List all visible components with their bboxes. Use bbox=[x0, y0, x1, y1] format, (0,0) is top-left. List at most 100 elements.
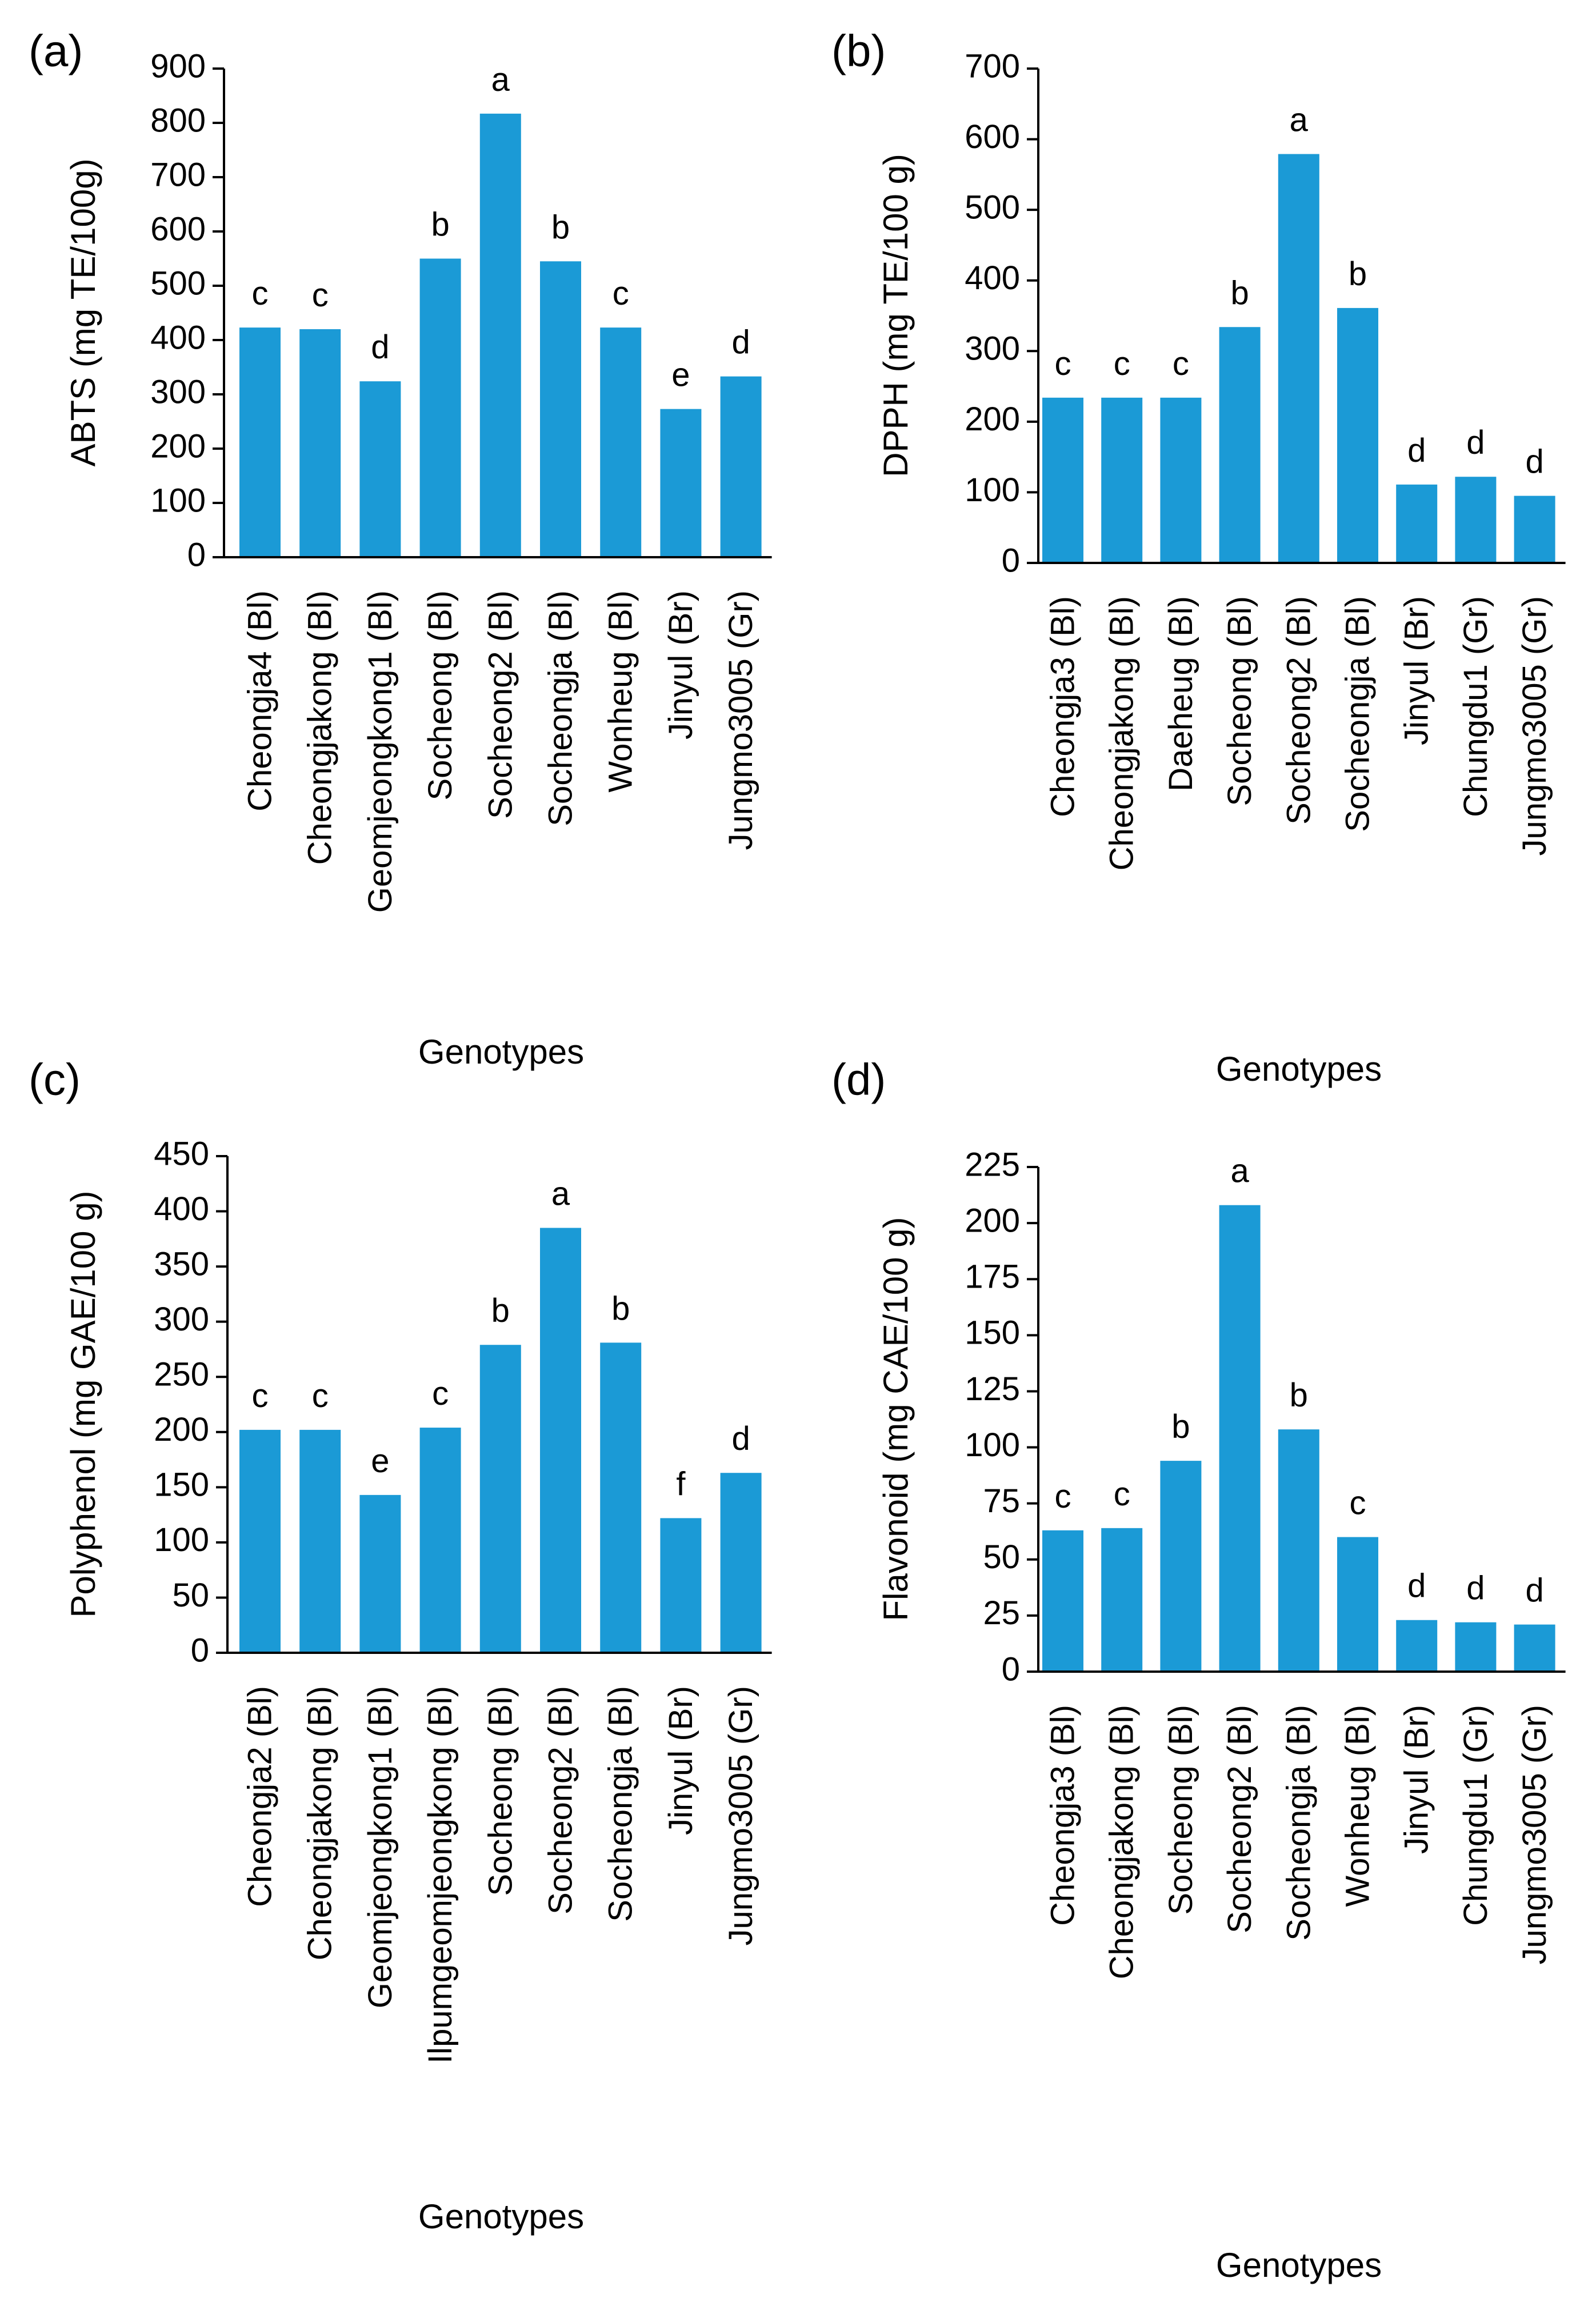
significance-letter: a bbox=[1230, 1153, 1249, 1190]
category-label: Geomjeongkong1 (Bl) bbox=[362, 1686, 399, 2008]
y-tick-label: 250 bbox=[154, 1356, 209, 1393]
bar bbox=[1337, 307, 1378, 563]
significance-letter: b bbox=[491, 1292, 510, 1329]
category-label: Socheong2 (Bl) bbox=[542, 1686, 579, 1915]
significance-letter: b bbox=[551, 209, 570, 246]
significance-letter: b bbox=[1349, 255, 1367, 293]
significance-letter: c bbox=[432, 1375, 449, 1412]
x-axis-title: Genotypes bbox=[418, 1033, 584, 1071]
bar bbox=[540, 261, 581, 557]
significance-letter: d bbox=[1407, 1568, 1426, 1605]
significance-letter: c bbox=[1114, 1476, 1130, 1513]
y-tick-label: 450 bbox=[154, 1135, 209, 1172]
bar bbox=[1219, 327, 1261, 563]
bar bbox=[1101, 1528, 1143, 1672]
category-label: Jungmo3005 (Gr) bbox=[722, 1686, 759, 1946]
category-label: Socheong2 (Bl) bbox=[482, 590, 519, 819]
bar bbox=[419, 258, 461, 557]
category-label: Jungmo3005 (Gr) bbox=[1516, 596, 1553, 856]
bar bbox=[1455, 1622, 1497, 1672]
category-label: Socheongja (Bl) bbox=[602, 1686, 639, 1922]
y-tick-label: 400 bbox=[150, 319, 206, 356]
significance-letter: c bbox=[1114, 345, 1130, 382]
bar bbox=[479, 1345, 521, 1653]
significance-letter: c bbox=[312, 277, 329, 314]
y-tick-label: 100 bbox=[965, 1426, 1020, 1464]
y-tick-label: 800 bbox=[150, 102, 206, 139]
bar bbox=[720, 1473, 762, 1653]
significance-letter: f bbox=[676, 1465, 686, 1502]
chart-panel-3: (d) 0 25 50 75 100 125 150 175 200 225 c Cheongja3 (… bbox=[831, 1054, 1566, 2284]
category-label: Jungmo3005 (Gr) bbox=[722, 590, 759, 850]
y-tick-label: 225 bbox=[965, 1146, 1020, 1183]
bar bbox=[1396, 1620, 1438, 1672]
significance-letter: b bbox=[1230, 274, 1249, 311]
category-label: Socheongja (Bl) bbox=[1339, 596, 1377, 832]
y-tick-label: 0 bbox=[1002, 542, 1020, 579]
y-tick-label: 25 bbox=[983, 1594, 1020, 1632]
y-axis-title: DPPH (mg TE/100 g) bbox=[877, 154, 915, 477]
significance-letter: d bbox=[1525, 443, 1543, 481]
bar bbox=[239, 327, 281, 557]
category-label: Wonheug (Bl) bbox=[1339, 1705, 1377, 1907]
category-label: Chungdu1 (Gr) bbox=[1457, 1705, 1494, 1926]
y-tick-label: 100 bbox=[150, 482, 206, 519]
category-label: Socheongja (Bl) bbox=[1280, 1705, 1317, 1941]
y-tick-label: 700 bbox=[965, 47, 1020, 85]
y-tick-label: 200 bbox=[965, 401, 1020, 438]
bar bbox=[1337, 1537, 1378, 1672]
category-label: Socheong (Bl) bbox=[482, 1686, 519, 1896]
y-tick-label: 50 bbox=[172, 1577, 209, 1614]
bar bbox=[1278, 1429, 1319, 1672]
y-tick-label: 200 bbox=[150, 427, 206, 465]
significance-letter: b bbox=[431, 206, 449, 243]
y-tick-label: 300 bbox=[150, 373, 206, 410]
y-tick-label: 50 bbox=[983, 1538, 1020, 1576]
bar bbox=[600, 1342, 642, 1653]
category-label: Jinyul (Br) bbox=[1398, 596, 1435, 745]
significance-letter: c bbox=[1173, 345, 1189, 382]
significance-letter: d bbox=[1466, 1570, 1485, 1607]
y-tick-label: 150 bbox=[154, 1466, 209, 1504]
significance-letter: c bbox=[1350, 1485, 1366, 1522]
bar bbox=[239, 1429, 281, 1653]
y-tick-label: 0 bbox=[187, 536, 206, 573]
significance-letter: a bbox=[491, 61, 510, 98]
significance-letter: c bbox=[252, 1377, 269, 1414]
bar bbox=[1514, 495, 1555, 563]
y-tick-label: 700 bbox=[150, 156, 206, 193]
y-tick-label: 900 bbox=[150, 47, 206, 85]
significance-letter: a bbox=[1290, 102, 1309, 139]
y-tick-label: 300 bbox=[965, 330, 1020, 367]
y-tick-label: 500 bbox=[150, 265, 206, 302]
category-label: Jinyul (Br) bbox=[662, 1686, 699, 1835]
y-tick-label: 300 bbox=[154, 1301, 209, 1338]
category-label: Daeheug (Bl) bbox=[1162, 596, 1199, 792]
y-tick-label: 350 bbox=[154, 1245, 209, 1282]
bar bbox=[660, 1518, 702, 1653]
x-axis-title: Genotypes bbox=[1216, 1050, 1382, 1088]
significance-letter: d bbox=[371, 329, 389, 366]
significance-letter: c bbox=[312, 1377, 329, 1414]
category-label: Wonheug (Bl) bbox=[602, 590, 639, 793]
category-label: Cheongja3 (Bl) bbox=[1045, 596, 1082, 817]
significance-letter: c bbox=[1055, 1478, 1071, 1515]
category-label: Cheongjakong (Bl) bbox=[302, 590, 339, 865]
y-tick-label: 75 bbox=[983, 1482, 1020, 1520]
panel-label: (b) bbox=[831, 26, 886, 76]
y-tick-label: 175 bbox=[965, 1258, 1020, 1296]
chart-panel-2: (c) 0 50 100 150 200 250 300 350 400 450 c Cheongja2… bbox=[29, 1054, 772, 2236]
y-axis-title: ABTS (mg TE/100g) bbox=[64, 158, 102, 466]
bar bbox=[1396, 484, 1438, 563]
y-tick-label: 100 bbox=[154, 1521, 209, 1558]
bar bbox=[299, 329, 341, 557]
bar bbox=[1514, 1624, 1555, 1672]
significance-letter: d bbox=[1466, 424, 1485, 461]
bar bbox=[1042, 397, 1083, 563]
bar bbox=[419, 1428, 461, 1653]
significance-letter: c bbox=[252, 275, 269, 312]
category-label: Socheong (Bl) bbox=[422, 590, 459, 801]
y-axis-title: Flavonoid (mg CAE/100 g) bbox=[877, 1217, 915, 1621]
y-tick-label: 600 bbox=[965, 118, 1020, 155]
